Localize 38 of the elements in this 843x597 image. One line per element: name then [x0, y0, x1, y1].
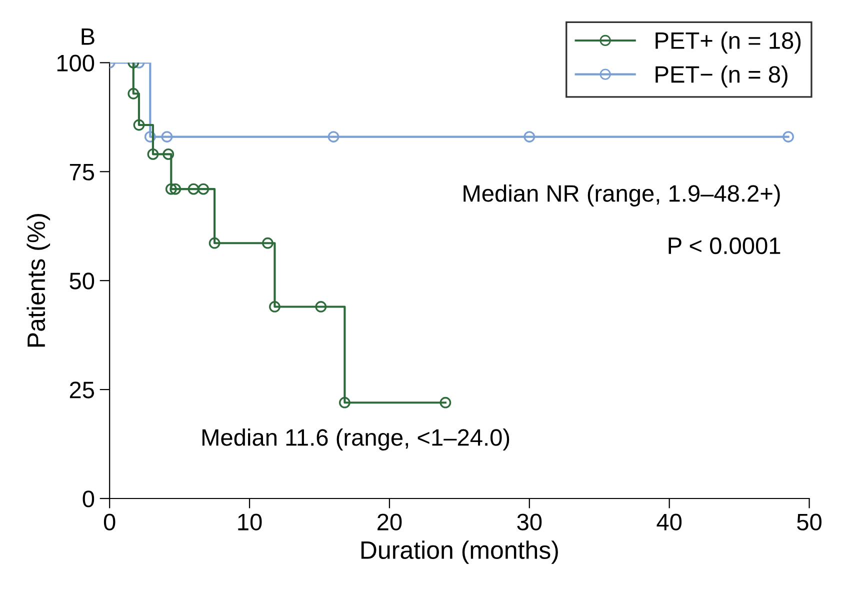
annotation: P < 0.0001 [668, 237, 780, 254]
x-tick-label: 40 [656, 514, 682, 530]
y-tick-label: 100 [57, 54, 94, 72]
point [338, 396, 350, 408]
point [198, 183, 210, 195]
y-tick-label: 25 [70, 382, 94, 398]
x-tick-label: 50 [797, 514, 822, 530]
annotation: Median NR (range, 1.9–48.2+) [464, 184, 780, 206]
point [208, 237, 220, 249]
x-tick-label: 20 [378, 514, 402, 530]
point [165, 183, 177, 195]
point [133, 119, 145, 131]
point [440, 396, 452, 408]
point [315, 301, 327, 312]
point [188, 183, 200, 195]
x-tick-label: 10 [238, 514, 262, 530]
y-tick-label: 75 [70, 164, 94, 180]
point [147, 148, 159, 160]
x-tick-label: 0 [104, 514, 116, 530]
y-tick-label: 50 [70, 272, 94, 290]
x-axis-title: Duration (months) [361, 540, 558, 564]
x-tick-label: 30 [517, 514, 542, 530]
point [144, 131, 156, 142]
legend-label: PET− (n = 8) [656, 65, 788, 88]
point [782, 131, 794, 142]
point [269, 301, 280, 312]
y-axis-title: Patients (%) [26, 214, 50, 347]
y-tick-label: 0 [82, 490, 94, 508]
point [262, 237, 274, 249]
annotation: Median 11.6 (range, <1–24.0) [202, 428, 510, 451]
point [128, 88, 140, 100]
point [161, 131, 173, 142]
legend-label: PET+ (n = 18) [656, 32, 801, 54]
point [162, 148, 174, 160]
point [328, 131, 340, 142]
point [524, 131, 536, 142]
point [170, 183, 182, 195]
text: B [82, 28, 94, 45]
